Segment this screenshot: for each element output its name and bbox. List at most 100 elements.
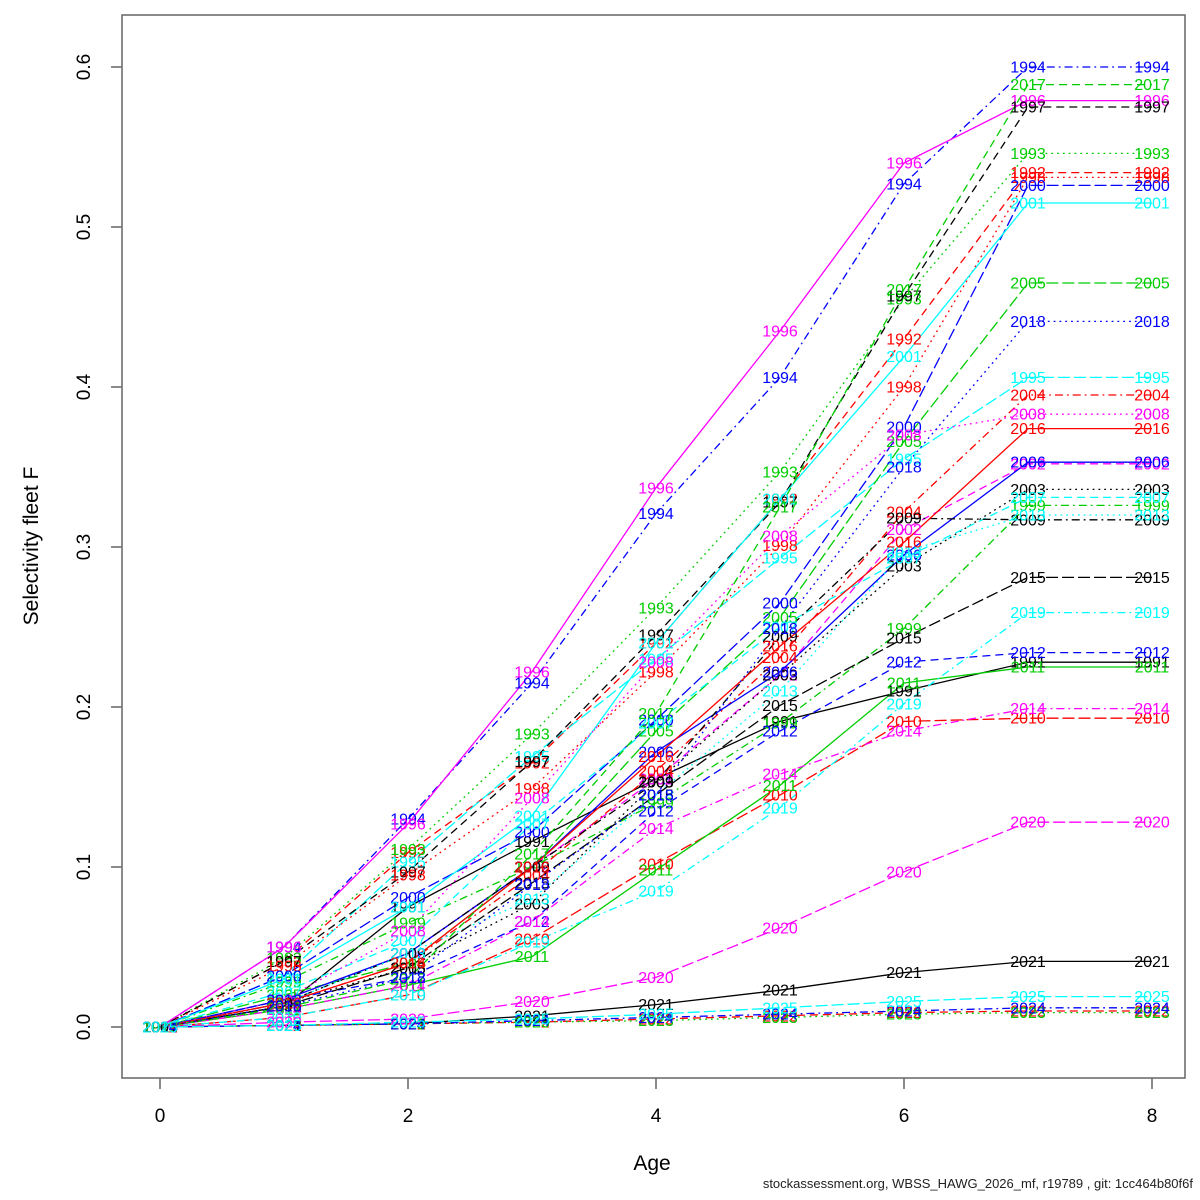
series-label-1991-age-5: 1991 [762, 714, 798, 731]
series-label-2014-age-3: 2014 [514, 914, 550, 931]
series-label-2006-age-4: 2006 [638, 744, 674, 761]
series-label-2023-age-3: 2023 [514, 1015, 550, 1032]
series-label-1998-age-1: 1998 [266, 959, 302, 976]
series-label-2012-age-4: 2012 [638, 804, 674, 821]
series-line-2007 [159, 496, 1152, 1028]
series-label-2005-age-8: 2005 [1134, 276, 1170, 293]
series-label-2007-age-0: 2007 [142, 1020, 178, 1037]
series-label-2004-age-1: 2004 [266, 996, 302, 1013]
series-label-1997-age-5: 1997 [762, 495, 798, 512]
series-label-2021-age-5: 2021 [762, 983, 798, 1000]
series-label-2024-age-5: 2024 [762, 1007, 798, 1024]
series-label-2015-age-7: 2015 [1010, 570, 1046, 587]
series-label-1993-age-5: 1993 [762, 464, 798, 481]
series-label-2010-age-6: 2010 [886, 714, 922, 731]
series-label-1994-age-8: 1994 [1134, 60, 1170, 77]
series-label-2025-age-1: 2025 [266, 1018, 302, 1035]
series-label-2006-age-1: 2006 [266, 992, 302, 1009]
series-label-1995-age-3: 1995 [514, 749, 550, 766]
series-label-2012-age-7: 2012 [1010, 645, 1046, 662]
series-label-1997-age-4: 1997 [638, 628, 674, 645]
series-label-1993-age-3: 1993 [514, 727, 550, 744]
series-label-1992-age-7: 1992 [1010, 165, 1046, 182]
series-line-2020 [159, 821, 1152, 1028]
series-label-1994-age-5: 1994 [762, 370, 798, 387]
series-label-1998-age-3: 1998 [514, 781, 550, 798]
series-label-2013-age-2: 2013 [390, 946, 426, 963]
series-label-2023-age-0: 2023 [142, 1020, 178, 1037]
series-label-2019-age-6: 2019 [886, 696, 922, 713]
series-label-2012-age-6: 2012 [886, 655, 922, 672]
series-label-2005-age-0: 2005 [142, 1020, 178, 1037]
series-label-2010-age-1: 2010 [266, 1010, 302, 1027]
series-label-2024-age-8: 2024 [1134, 1000, 1170, 1017]
series-label-1996-age-0: 1996 [142, 1020, 178, 1037]
series-label-2021-age-2: 2021 [390, 1016, 426, 1033]
series-label-1996-age-5: 1996 [762, 324, 798, 341]
series-label-1994-age-6: 1994 [886, 176, 922, 193]
series-label-1994-age-1: 1994 [266, 940, 302, 957]
series-label-1996-age-3: 1996 [514, 664, 550, 681]
series-label-2004-age-4: 2004 [638, 764, 674, 781]
series-label-2001-age-3: 2001 [514, 808, 550, 825]
series-label-2000-age-5: 2000 [762, 596, 798, 613]
series-line-2009 [159, 517, 1152, 1028]
y-tick-label: 0.0 [74, 1014, 95, 1040]
series-label-2022-age-3: 2022 [514, 1015, 550, 1032]
series-label-2024-age-4: 2024 [638, 1010, 674, 1027]
series-label-2021-age-7: 2021 [1010, 954, 1046, 971]
series-label-2013-age-4: 2013 [638, 788, 674, 805]
series-label-2009-age-6: 2009 [886, 511, 922, 528]
series-label-1999-age-1: 1999 [266, 975, 302, 992]
series-label-2007-age-4: 2007 [638, 716, 674, 733]
series-label-1995-age-5: 1995 [762, 551, 798, 568]
series-label-2017-age-3: 2017 [514, 847, 550, 864]
y-axis-title: Selectivity fleet F [20, 467, 43, 626]
series-label-1997-age-2: 1997 [390, 864, 426, 881]
series-line-2001 [159, 202, 1152, 1028]
y-tick-label: 0.2 [74, 694, 95, 720]
series-label-2005-age-2: 2005 [390, 956, 426, 973]
series-label-1998-age-4: 1998 [638, 664, 674, 681]
series-label-2010-age-5: 2010 [762, 788, 798, 805]
series-label-2018-age-1: 2018 [266, 999, 302, 1016]
series-label-2009-age-8: 2009 [1134, 512, 1170, 529]
series-label-2002-age-6: 2002 [886, 522, 922, 539]
series-label-2002-age-4: 2002 [638, 772, 674, 789]
series-label-2020-age-4: 2020 [638, 970, 674, 987]
series-label-1998-age-2: 1998 [390, 868, 426, 885]
series-label-2018-age-8: 2018 [1134, 314, 1170, 331]
series-label-2023-age-8: 2023 [1134, 1005, 1170, 1022]
series-label-1994-age-7: 1994 [1010, 60, 1046, 77]
series-label-2016-age-8: 2016 [1134, 421, 1170, 438]
series-label-2015-age-6: 2015 [886, 631, 922, 648]
series-label-1994-age-4: 1994 [638, 506, 674, 523]
series-label-1996-age-8: 1996 [1134, 93, 1170, 110]
series-label-1995-age-4: 1995 [638, 652, 674, 669]
series-label-2001-age-0: 2001 [142, 1020, 178, 1037]
series-label-2006-age-3: 2006 [514, 860, 550, 877]
x-tick-label: 8 [1147, 1106, 1158, 1127]
series-label-2023-age-1: 2023 [266, 1018, 302, 1035]
series-label-2022-age-0: 2022 [142, 1020, 178, 1037]
series-line-2000 [159, 184, 1152, 1028]
series-label-2022-age-1: 2022 [266, 1018, 302, 1035]
series-label-2024-age-0: 2024 [142, 1020, 178, 1037]
series-label-2001-age-8: 2001 [1134, 196, 1170, 213]
series-label-2020-age-0: 2020 [142, 1020, 178, 1037]
series-label-2016-age-4: 2016 [638, 749, 674, 766]
series-label-1998-age-5: 1998 [762, 538, 798, 555]
series-label-2006-age-7: 2006 [1010, 455, 1046, 472]
series-label-2024-age-3: 2024 [514, 1013, 550, 1030]
series-label-2019-age-8: 2019 [1134, 605, 1170, 622]
series-label-1999-age-0: 1999 [142, 1020, 178, 1037]
series-label-2020-age-1: 2020 [266, 1015, 302, 1032]
series-label-2012-age-5: 2012 [762, 724, 798, 741]
series-label-2013-age-0: 2013 [142, 1020, 178, 1037]
series-label-1999-age-7: 1999 [1010, 498, 1046, 515]
series-label-2020-age-2: 2020 [390, 1012, 426, 1029]
series-label-2020-age-3: 2020 [514, 994, 550, 1011]
series-label-1992-age-1: 1992 [266, 954, 302, 971]
series-line-2017 [159, 83, 1152, 1028]
series-line-1995 [159, 376, 1152, 1028]
